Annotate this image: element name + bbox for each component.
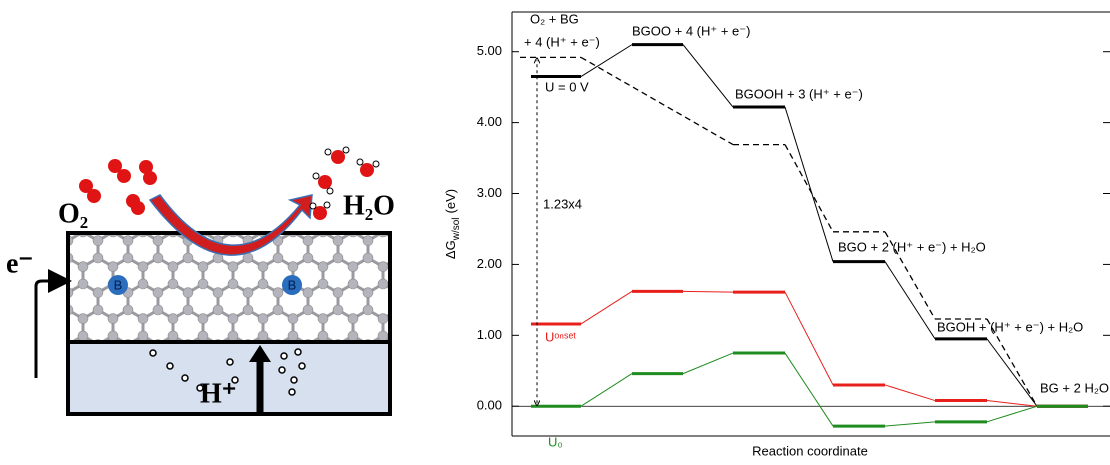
y-label-main: ΔG	[443, 240, 458, 259]
connector	[683, 291, 733, 292]
state-label: BGOOH + 3 (H⁺ + e⁻)	[735, 86, 863, 101]
connector	[581, 374, 632, 407]
y-tick-label: 4.00	[477, 114, 502, 129]
connector	[785, 107, 833, 262]
y-tick-label: 0.00	[477, 398, 502, 413]
schematic: B B O₂ H₂O e⁻ H⁺	[6, 147, 395, 414]
series-label: U = 0 V	[545, 79, 589, 94]
connector	[785, 292, 833, 385]
connector	[987, 339, 1037, 406]
plot-frame	[512, 12, 1110, 436]
x-axis-label: Reaction coordinate	[752, 443, 868, 458]
state-label: BGOH + (H⁺ + e⁻) + H₂O	[937, 319, 1083, 334]
connector	[683, 353, 733, 374]
annotation: 1.23x4	[543, 196, 582, 211]
connector	[885, 262, 935, 339]
connector	[885, 422, 935, 426]
connector	[987, 401, 1037, 407]
connector	[785, 353, 833, 426]
state-label: O₂ + BG	[530, 11, 579, 26]
state-label: + 4 (H⁺ + e⁻)	[524, 34, 600, 49]
figure: B B O₂ H₂O e⁻ H⁺ Reaction coordinate	[0, 0, 1110, 460]
y-label-unit: (eV)	[443, 189, 458, 214]
connector	[581, 291, 632, 324]
state-label: BGOO + 4 (H⁺ + e⁻)	[632, 23, 750, 38]
y-tick-label: 3.00	[477, 185, 502, 200]
electron-arrow	[36, 281, 60, 378]
oxygen-molecules	[79, 159, 157, 215]
y-tick-label: 2.00	[477, 256, 502, 271]
connector	[581, 57, 733, 144]
boron-label: B	[114, 277, 123, 292]
connector	[683, 45, 733, 107]
y-label-sub: w/sol	[451, 217, 462, 241]
connector	[885, 385, 935, 401]
y-axis-label: ΔGw/sol (eV)	[443, 189, 461, 259]
state-label: BG + 2 H₂O	[1040, 380, 1109, 395]
electron-label: e⁻	[6, 248, 33, 279]
y-tick-label: 5.00	[477, 43, 502, 58]
proton-label: H⁺	[200, 378, 237, 409]
y-tick-label: 1.00	[477, 327, 502, 342]
boron-label: B	[288, 277, 297, 292]
o2-label: O₂	[58, 198, 88, 229]
h2o-label: H₂O	[343, 190, 395, 221]
connector	[987, 406, 1037, 422]
state-label: BGO + 2 (H⁺ + e⁻) + H₂O	[838, 239, 986, 254]
series-label: Uᵒⁿˢᵉᵗ	[545, 329, 576, 344]
connector	[785, 145, 833, 232]
series-label: U₀	[548, 434, 563, 449]
